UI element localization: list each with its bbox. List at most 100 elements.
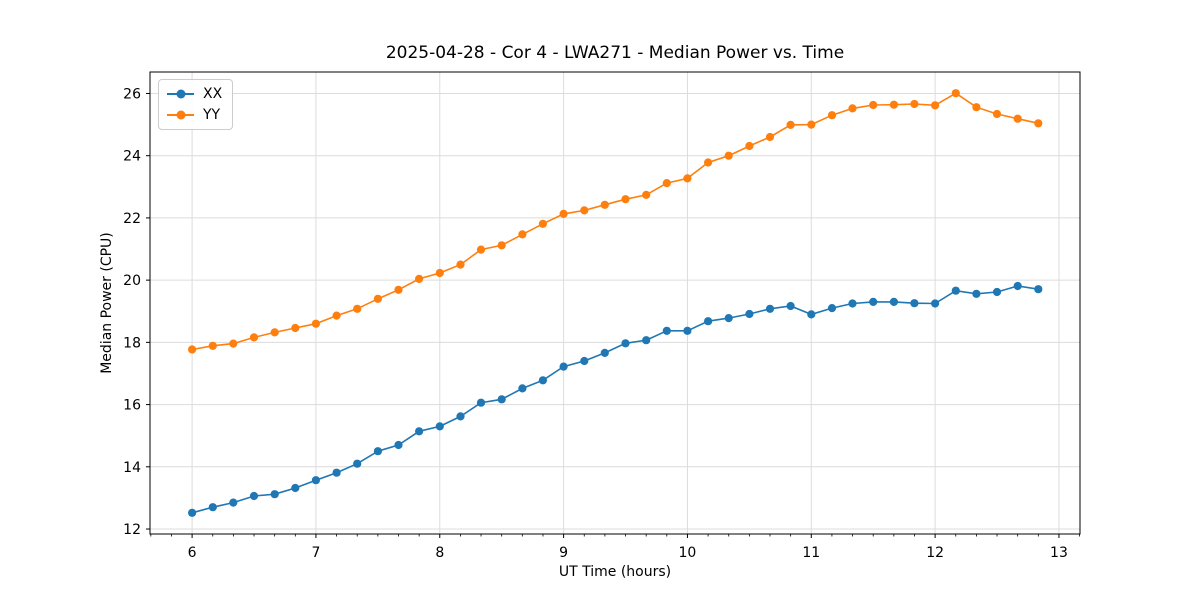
x-tick-label: 13 [1050, 545, 1068, 561]
series-XX-marker [1013, 281, 1022, 291]
series-XX-marker [1034, 285, 1043, 294]
y-tick-label: 12 [123, 522, 141, 538]
series-YY-marker [600, 200, 609, 209]
series-YY-marker [415, 274, 424, 283]
series-XX-marker [580, 356, 589, 366]
series-XX-marker [704, 317, 713, 326]
series-YY-marker [229, 339, 238, 348]
series-XX-marker [188, 508, 197, 517]
series-YY-marker [476, 245, 486, 254]
series-XX-marker [208, 503, 217, 512]
legend-label-yy: YY [203, 107, 221, 123]
x-tick-label: 10 [679, 545, 697, 561]
series-XX-marker [827, 304, 837, 313]
series-YY-marker [1013, 114, 1022, 123]
series-XX-marker [889, 297, 899, 306]
series-YY-marker [704, 158, 713, 167]
series-XX-marker [518, 384, 527, 393]
chart-title: 2025-04-28 - Cor 4 - LWA271 - Median Pow… [385, 43, 845, 63]
series-YY-marker [869, 100, 878, 110]
series-YY-marker [559, 209, 568, 218]
series-YY-marker [931, 101, 940, 110]
series-YY-marker [951, 89, 960, 98]
x-tick-label: 9 [559, 545, 568, 561]
y-tick-label: 16 [123, 398, 141, 414]
series-XX-marker [456, 412, 465, 421]
series-YY-marker [992, 109, 1002, 119]
series-YY-marker [518, 230, 527, 239]
series-XX-marker [353, 459, 362, 468]
series-XX-marker [931, 299, 940, 308]
series-XX-marker [415, 427, 424, 436]
series-XX-marker [745, 309, 754, 319]
series-YY-marker [249, 333, 259, 342]
series-YY-marker [353, 304, 362, 313]
series-YY-marker [642, 190, 651, 199]
series-XX-marker [373, 447, 382, 456]
y-tick-label: 22 [123, 211, 141, 227]
x-tick-label: 11 [802, 545, 820, 561]
legend-item-yy: YY [167, 106, 222, 124]
series-XX-marker [332, 468, 341, 477]
series-XX-marker [765, 304, 775, 313]
y-axis-label: Median Power (CPU) [99, 232, 115, 374]
y-tick-label: 26 [123, 86, 141, 102]
series-XX-marker [786, 301, 795, 311]
series-XX-marker [600, 348, 609, 357]
series-XX-marker [662, 326, 671, 335]
series-XX-marker [621, 339, 630, 348]
series-YY-marker [848, 104, 857, 113]
series-XX-marker [683, 326, 692, 335]
legend: XX YY [158, 79, 234, 130]
series-XX-marker [910, 299, 919, 308]
legend-swatch-yy [167, 110, 194, 121]
series-YY-marker [807, 120, 816, 129]
series-XX-marker [642, 336, 651, 345]
series-XX-marker [559, 362, 568, 371]
series-YY-marker [373, 294, 382, 303]
y-tick-label: 18 [123, 335, 141, 351]
series-XX-marker [951, 286, 960, 295]
x-axis-label: UT Time (hours) [558, 564, 672, 580]
series-XX-marker [538, 376, 548, 385]
series-YY-marker [456, 260, 465, 269]
y-tick-label: 20 [123, 273, 141, 289]
legend-item-xx: XX [167, 85, 222, 103]
series-XX-marker [992, 287, 1002, 297]
series-YY-marker [188, 345, 197, 354]
series-YY-marker [662, 179, 671, 188]
y-tick-label: 24 [123, 149, 141, 165]
series-XX-marker [270, 490, 279, 499]
series-YY-marker [827, 111, 837, 120]
series-YY-marker [311, 319, 320, 328]
x-tick-label: 12 [926, 545, 944, 561]
series-XX-marker [724, 314, 733, 323]
plot-border [149, 71, 1081, 535]
series-YY-marker [621, 195, 630, 204]
series-XX-marker [229, 498, 238, 507]
series-XX-marker [848, 299, 857, 308]
legend-label-xx: XX [203, 86, 223, 102]
series-XX-marker [249, 491, 259, 501]
series-YY-marker [889, 100, 899, 109]
series-YY-marker [580, 206, 589, 215]
x-tick-label: 7 [311, 545, 320, 561]
series-XX-marker [435, 422, 444, 431]
series-YY-marker [394, 285, 403, 294]
y-tick-label: 14 [123, 460, 141, 476]
series-YY-marker [910, 99, 919, 109]
series-XX-marker [497, 395, 506, 404]
series-YY-marker [332, 311, 341, 320]
series-YY-marker [291, 323, 300, 333]
series-XX-marker [311, 476, 320, 485]
series-YY-marker [972, 103, 981, 112]
series-YY-marker [786, 120, 795, 129]
series-YY-marker [1034, 119, 1043, 128]
series-YY-marker [724, 151, 733, 160]
series-YY-line [191, 92, 1039, 351]
series-YY-marker [497, 241, 506, 250]
series-XX-marker [972, 289, 981, 298]
series-YY-marker [435, 268, 444, 278]
